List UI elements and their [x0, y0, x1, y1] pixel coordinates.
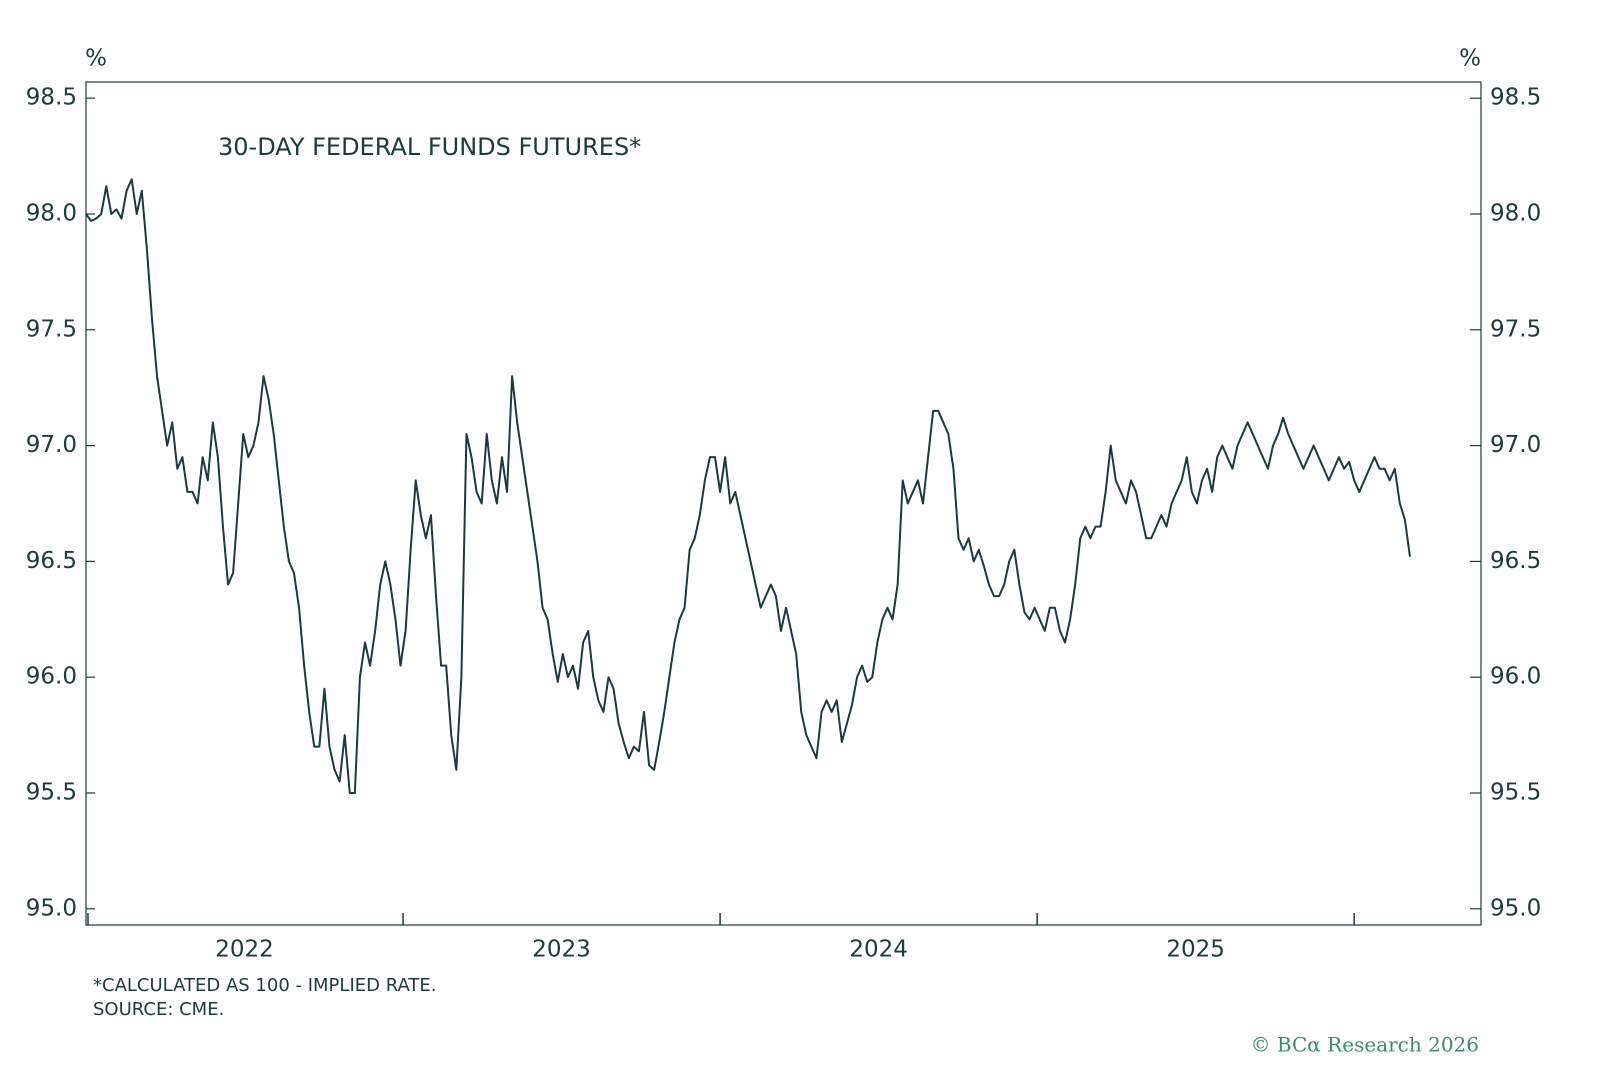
y-tick-label: 98.0: [26, 201, 77, 227]
y-unit: %: [85, 46, 107, 72]
x-tick-label: 2025: [1166, 937, 1225, 963]
plot-frame: [85, 81, 1482, 926]
chart-title: 30-DAY FEDERAL FUNDS FUTURES*: [218, 133, 641, 161]
credit: © BCα Research 2026: [1251, 1033, 1479, 1057]
y2-tick-label: 96.5: [1490, 548, 1541, 574]
y-tick-label: 97.5: [26, 316, 77, 342]
y-tick-label: 97.0: [26, 432, 77, 458]
y2-tick-label: 97.5: [1490, 316, 1541, 342]
series-line: [85, 178, 1411, 794]
x-tick-label: 2023: [532, 937, 591, 963]
source: SOURCE: CME.: [93, 999, 224, 1020]
y2-unit: %: [1459, 46, 1481, 72]
y2-tick-label: 96.0: [1490, 664, 1541, 690]
x-tick-label: 2024: [849, 937, 908, 963]
y2-tick-label: 98.0: [1490, 201, 1541, 227]
y-tick-label: 98.5: [26, 85, 77, 111]
y2-tick-label: 95.5: [1490, 779, 1541, 805]
y-tick-label: 96.0: [26, 664, 77, 690]
y-tick-label: 95.5: [26, 779, 77, 805]
x-tick-label: 2022: [215, 937, 274, 963]
footnote: *CALCULATED AS 100 - IMPLIED RATE.: [93, 975, 437, 996]
y-tick-label: 95.0: [26, 895, 77, 921]
y2-tick-label: 95.0: [1490, 895, 1541, 921]
y2-tick-label: 98.5: [1490, 85, 1541, 111]
y2-tick-label: 97.0: [1490, 432, 1541, 458]
y-tick-label: 96.5: [26, 548, 77, 574]
